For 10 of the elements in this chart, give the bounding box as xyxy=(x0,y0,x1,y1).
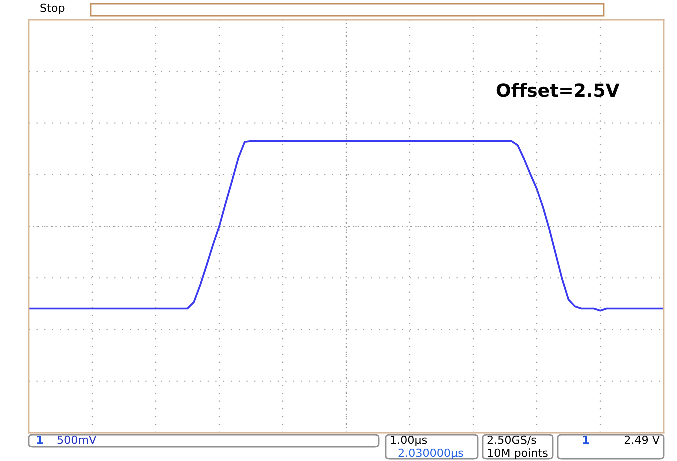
text: 2.50GS/s xyxy=(488,436,536,446)
text: Offset=2.5V xyxy=(496,83,620,98)
text: 2.030000µs xyxy=(398,448,464,460)
text: 1.00µs xyxy=(391,436,428,446)
text: 1 xyxy=(583,436,590,444)
text: 500mV xyxy=(58,436,97,444)
text: 10M points xyxy=(488,448,548,460)
text: Stop xyxy=(40,4,65,14)
text: 1 xyxy=(37,436,44,444)
text: 2.49 V xyxy=(624,436,660,444)
